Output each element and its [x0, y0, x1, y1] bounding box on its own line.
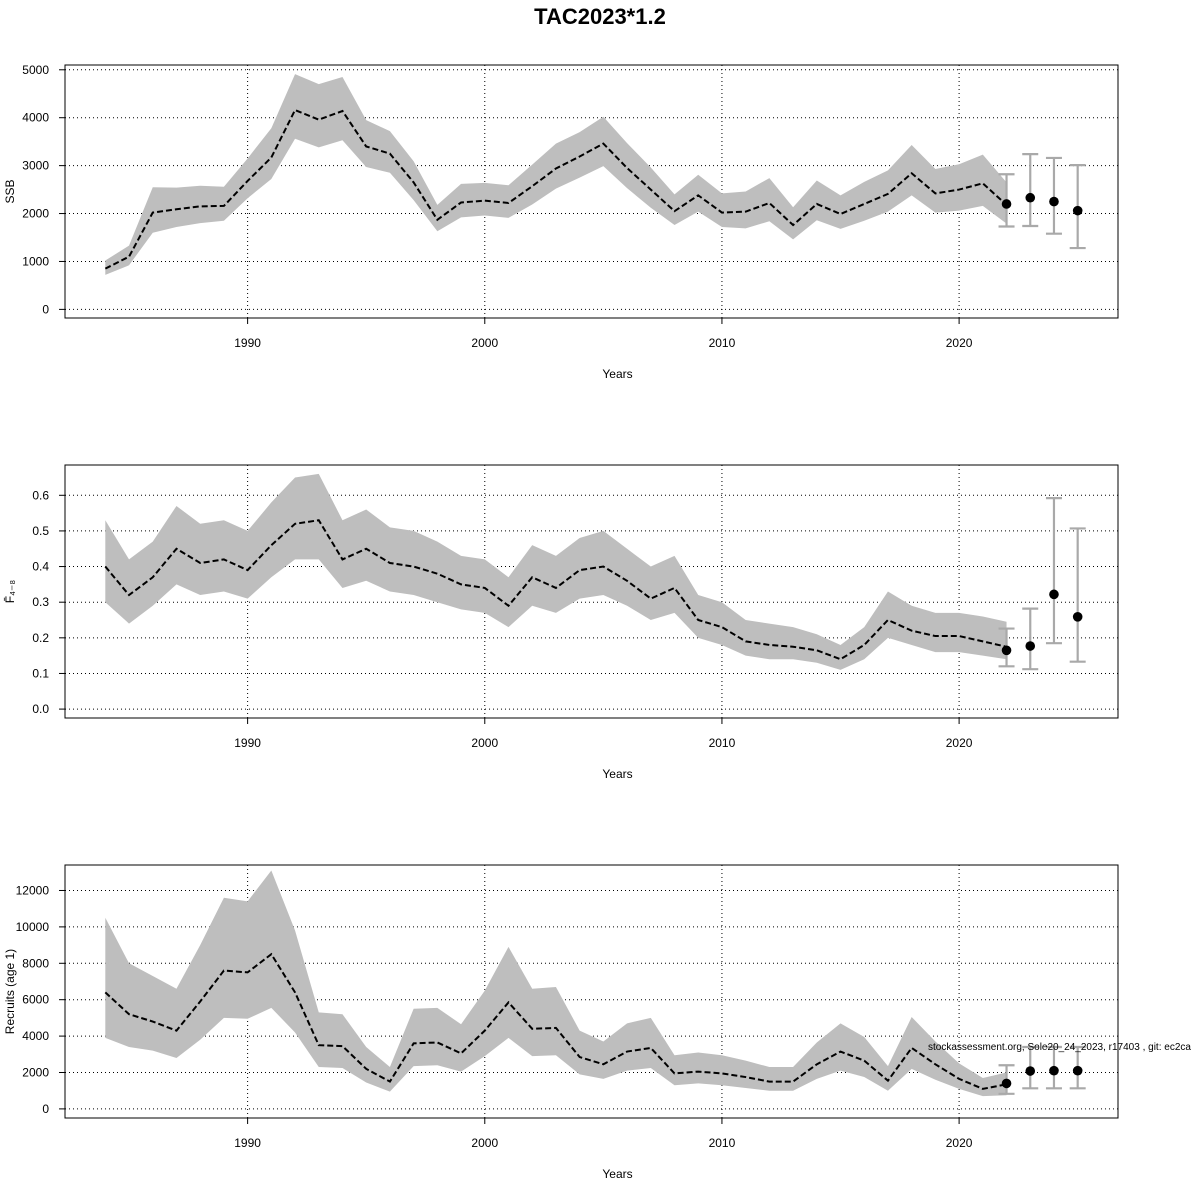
- plot-frame: [64, 464, 1119, 719]
- y-tick-label: 0.3: [32, 595, 49, 609]
- y-tick-label: 2000: [22, 207, 49, 221]
- y-tick-label: 1000: [22, 254, 49, 268]
- x-axis-label: Years: [602, 367, 632, 381]
- forecast-point: [1072, 612, 1083, 622]
- y-tick-label: 8000: [22, 956, 49, 970]
- y-axis-label: SSB: [3, 179, 17, 203]
- forecast-point: [1025, 192, 1036, 203]
- forecast-point: [1025, 1066, 1036, 1076]
- x-tick-label: 2010: [709, 1136, 736, 1150]
- x-tick-label: 2000: [471, 1136, 498, 1150]
- y-tick-label: 4000: [22, 1029, 49, 1043]
- forecast-point: [1049, 196, 1059, 207]
- x-tick-label: 1990: [234, 336, 261, 350]
- x-tick-label: 2000: [471, 336, 498, 350]
- y-tick-label: 0.0: [32, 702, 49, 716]
- estimate-line: [104, 108, 1008, 270]
- estimate-line: [104, 519, 1007, 661]
- forecast-point: [1001, 645, 1012, 656]
- forecast-point: [1025, 641, 1036, 651]
- plot-frame: [64, 864, 1119, 1119]
- y-tick-label: 2000: [22, 1065, 49, 1079]
- y-tick-label: 0.6: [32, 488, 49, 502]
- forecast-point: [1001, 1078, 1012, 1089]
- plot-frame: [64, 64, 1119, 319]
- confidence-band: [105, 74, 1007, 275]
- y-tick-label: 10000: [16, 920, 50, 934]
- footnote-text: stockassessment.org, Sole20_24_2023, r17…: [928, 1042, 1191, 1053]
- chart-title: TAC2023*1.2: [534, 4, 666, 29]
- forecast-point: [1001, 199, 1012, 209]
- confidence-band: [105, 870, 1007, 1097]
- y-tick-label: 0.4: [32, 560, 49, 574]
- x-tick-label: 1990: [234, 1136, 261, 1150]
- y-tick-label: 0.1: [32, 666, 49, 680]
- y-tick-label: 6000: [22, 993, 49, 1007]
- y-tick-label: 4000: [22, 111, 49, 125]
- y-tick-label: 3000: [22, 159, 49, 173]
- x-tick-label: 2000: [471, 736, 498, 750]
- panel-2: 1990 2000 2010 2020 0.0 0.1 0.2 0.3 0.4 0.5 0.6 Yea…: [3, 464, 1119, 781]
- y-tick-label: 0.2: [32, 631, 49, 645]
- estimate-line: [104, 952, 1007, 1090]
- y-tick-label: 0.5: [32, 524, 49, 538]
- x-axis-label: Years: [602, 1167, 632, 1181]
- y-tick-label: 0: [42, 1102, 49, 1116]
- x-tick-label: 2020: [946, 736, 973, 750]
- y-tick-label: 0: [42, 302, 49, 316]
- x-tick-label: 1990: [234, 736, 261, 750]
- forecast-point: [1049, 1065, 1059, 1076]
- forecast-point: [1072, 1065, 1083, 1076]
- y-axis-label: F̄₄₋₈: [3, 580, 17, 604]
- x-axis-label: Years: [602, 767, 632, 781]
- panel-3: 1990 2000 2010 2020 0 2000 4000 6000 8000 10000 12…: [3, 864, 1119, 1181]
- confidence-band: [105, 473, 1007, 670]
- y-axis-label: Recruits (age 1): [3, 949, 17, 1034]
- forecast-point: [1049, 589, 1059, 600]
- x-tick-label: 2010: [709, 736, 736, 750]
- x-tick-label: 2010: [709, 336, 736, 350]
- forecast-point: [1072, 205, 1083, 216]
- y-tick-label: 5000: [22, 63, 49, 77]
- panel-1: 1990 2000 2010 2020 0 1000 2000 3000 4000 5000 Yea…: [3, 63, 1119, 381]
- x-tick-label: 2020: [946, 336, 973, 350]
- x-tick-label: 2020: [946, 1136, 973, 1150]
- y-tick-label: 12000: [16, 883, 50, 897]
